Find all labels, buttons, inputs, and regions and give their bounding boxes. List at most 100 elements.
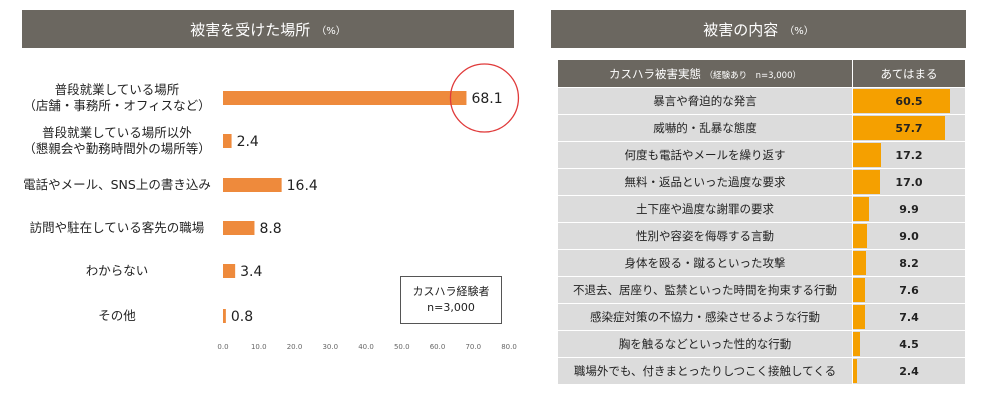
table-row: 身体を殴る・蹴るといった攻撃 8.2 (557, 249, 966, 277)
row-value-text: 17.2 (895, 148, 923, 162)
row-value-text: 8.2 (899, 256, 919, 270)
row-item-label: 土下座や過度な謝罪の要求 (557, 195, 853, 223)
row-item-label: 不退去、居座り、監禁といった時間を拘束する行動 (557, 276, 853, 304)
table-row: 職場外でも、付きまとったりしつこく接触してくる 2.4 (557, 357, 966, 385)
row-value-cell: 7.6 (852, 276, 966, 304)
row-item-label: 身体を殴る・蹴るといった攻撃 (557, 249, 853, 277)
bar (223, 309, 226, 323)
legend-line-1: カスハラ経験者 (412, 285, 490, 298)
tick-label: 10.0 (251, 343, 267, 351)
right-panel-title: 被害の内容 （%） (551, 10, 966, 48)
value-label: 0.8 (231, 309, 253, 325)
table-body: 暴言や脅迫的な発言 60.5 威嚇的・乱暴な態度 57.7 何度も電話やメールを繰り返す… (557, 87, 966, 385)
category-label: 普段就業している場所以外（懇親会や勤務時間外の場所等） (23, 125, 211, 156)
row-value-bar (853, 332, 861, 356)
left-panel-title: 被害を受けた場所 （%） (22, 10, 514, 48)
row-item-label: 何度も電話やメールを繰り返す (557, 141, 853, 169)
table-row: 感染症対策の不協力・感染させるような行動 7.4 (557, 303, 966, 331)
tick-label: 50.0 (394, 343, 410, 351)
bar (223, 134, 232, 148)
bar (223, 91, 467, 105)
table-row: 土下座や過度な謝罪の要求 9.9 (557, 195, 966, 223)
row-item-label: 職場外でも、付きまとったりしつこく接触してくる (557, 357, 853, 385)
category-label: 訪問や駐在している客先の職場 (30, 220, 205, 235)
table-row: 暴言や脅迫的な発言 60.5 (557, 87, 966, 115)
row-value-cell: 7.4 (852, 303, 966, 331)
highlight-circle (449, 63, 520, 133)
row-value-cell: 17.0 (852, 168, 966, 196)
tick-label: 30.0 (322, 343, 338, 351)
tick-label: 80.0 (501, 343, 517, 351)
location-bar-chart: 普段就業している場所（店舗・事務所・オフィスなど） 68.1 普段就業している場所以… (23, 63, 520, 351)
row-value-text: 57.7 (895, 121, 923, 135)
row-value-bar (853, 305, 865, 329)
tick-label: 40.0 (358, 343, 374, 351)
right-panel-title-text: 被害の内容 (703, 20, 779, 39)
row-value-bar (853, 116, 946, 140)
row-value-bar (853, 143, 881, 167)
tick-label: 70.0 (465, 343, 481, 351)
row-value-cell: 4.5 (852, 330, 966, 358)
table-header-item: カスハラ被害実態 （経験あり n=3,000） (557, 59, 853, 88)
table-header-value: あてはまる (852, 59, 966, 88)
row-value-cell: 60.5 (852, 87, 966, 115)
row-value-text: 9.9 (899, 202, 919, 216)
row-item-label: 胸を触るなどといった性的な行動 (557, 330, 853, 358)
value-label: 8.8 (259, 221, 281, 237)
row-item-label: 感染症対策の不協力・感染させるような行動 (557, 303, 853, 331)
row-value-text: 7.4 (899, 310, 919, 324)
table-row: 何度も電話やメールを繰り返す 17.2 (557, 141, 966, 169)
left-panel-title-text: 被害を受けた場所 (190, 20, 311, 39)
tick-label: 0.0 (217, 343, 228, 351)
row-value-bar (853, 224, 868, 248)
row-value-cell: 9.0 (852, 222, 966, 250)
category-label: 普段就業している場所（店舗・事務所・オフィスなど） (23, 82, 210, 113)
category-label: わからない (86, 263, 149, 278)
row-value-text: 60.5 (895, 94, 923, 108)
row-value-cell: 17.2 (852, 141, 966, 169)
row-value-cell: 9.9 (852, 195, 966, 223)
tick-label: 60.0 (430, 343, 446, 351)
row-value-cell: 8.2 (852, 249, 966, 277)
table-row: 不退去、居座り、監禁といった時間を拘束する行動 7.6 (557, 276, 966, 304)
row-value-bar (853, 359, 857, 383)
category-label: その他 (98, 308, 136, 323)
table-row: 威嚇的・乱暴な態度 57.7 (557, 114, 966, 142)
row-value-text: 17.0 (895, 175, 923, 189)
row-item-label: 威嚇的・乱暴な態度 (557, 114, 853, 142)
legend-box: カスハラ経験者 n=3,000 (400, 276, 502, 324)
bar (223, 264, 236, 278)
row-value-bar (853, 197, 869, 221)
row-value-bar (853, 170, 881, 194)
row-item-label: 無料・返品といった過度な要求 (557, 168, 853, 196)
row-value-text: 7.6 (899, 283, 919, 297)
legend-line-2: n=3,000 (427, 301, 475, 314)
row-value-bar (853, 251, 867, 275)
table-header-item-sub: （経験あり n=3,000） (704, 70, 801, 81)
value-label: 3.4 (240, 264, 262, 280)
damage-content-table: カスハラ被害実態 （経験あり n=3,000） あてはまる 暴言や脅迫的な発言 6… (557, 59, 966, 385)
row-value-bar (853, 89, 950, 113)
row-item-label: 性別や容姿を侮辱する言動 (557, 222, 853, 250)
row-item-label: 暴言や脅迫的な発言 (557, 87, 853, 115)
table-header-row: カスハラ被害実態 （経験あり n=3,000） あてはまる (557, 59, 966, 88)
category-label: 電話やメール、SNS上の書き込み (23, 177, 211, 192)
table-row: 胸を触るなどといった性的な行動 4.5 (557, 330, 966, 358)
row-value-text: 2.4 (899, 364, 919, 378)
tick-label: 20.0 (287, 343, 303, 351)
value-label: 16.4 (287, 178, 318, 194)
row-value-cell: 2.4 (852, 357, 966, 385)
right-panel-unit: （%） (784, 25, 814, 37)
bar (223, 221, 255, 235)
row-value-bar (853, 278, 866, 302)
table-header-item-label: カスハラ被害実態 (608, 66, 701, 81)
value-label: 68.1 (471, 91, 502, 107)
row-value-text: 9.0 (899, 229, 919, 243)
left-panel-unit: （%） (316, 25, 346, 37)
row-value-cell: 57.7 (852, 114, 966, 142)
row-value-text: 4.5 (899, 337, 919, 351)
table-row: 無料・返品といった過度な要求 17.0 (557, 168, 966, 196)
table-row: 性別や容姿を侮辱する言動 9.0 (557, 222, 966, 250)
value-label: 2.4 (237, 134, 259, 150)
bar (223, 178, 282, 192)
